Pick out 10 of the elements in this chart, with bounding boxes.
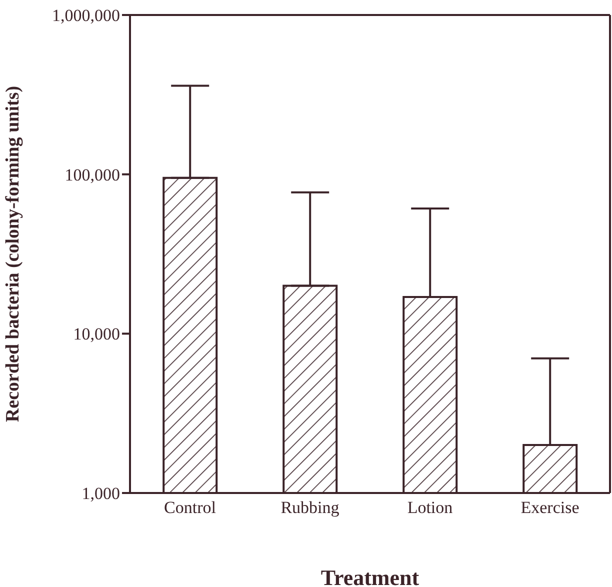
x-tick-label: Lotion bbox=[407, 498, 454, 518]
x-axis-title: Treatment bbox=[320, 565, 420, 587]
x-tick-label: Rubbing bbox=[280, 498, 340, 518]
y-tick-label: 100,000 bbox=[64, 165, 120, 184]
y-tick-label: 1,000 bbox=[82, 484, 120, 504]
y-tick-label: 10,000 bbox=[73, 324, 120, 344]
x-tick-label: Exercise bbox=[520, 498, 580, 518]
y-tick-label: 1,000,000 bbox=[52, 6, 120, 26]
y-axis-title: Recorded bacteria (colony-forming units) bbox=[2, 86, 24, 422]
x-tick-label: Control bbox=[164, 498, 216, 518]
